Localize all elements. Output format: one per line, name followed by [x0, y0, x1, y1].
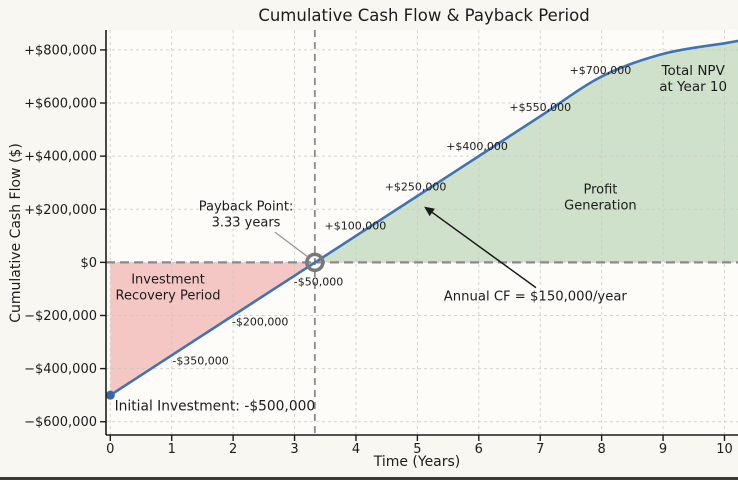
point-value-label: -$50,000: [294, 275, 343, 288]
annual-cf-label: Annual CF = $150,000/year: [444, 290, 628, 305]
gridlines: [106, 30, 738, 435]
point-value-label: -$200,000: [232, 315, 288, 328]
svg-text:3.33 years: 3.33 years: [212, 216, 281, 231]
svg-text:1: 1: [168, 442, 176, 457]
svg-text:−$600,000: −$600,000: [24, 415, 97, 430]
svg-text:0: 0: [106, 442, 114, 457]
annual-cf-label-arrow-line: [426, 208, 537, 289]
svg-text:6: 6: [475, 442, 483, 457]
cumulative-cash-flow-line: [109, 39, 738, 397]
point-value-label: +$100,000: [325, 220, 387, 233]
svg-text:8: 8: [598, 442, 606, 457]
axis-ticks: [100, 49, 726, 441]
svg-text:$0: $0: [80, 256, 97, 271]
bottom-edge-strip: [0, 477, 738, 480]
y-axis-label: Cumulative Cash Flow ($): [8, 143, 24, 323]
svg-text:−$200,000: −$200,000: [24, 309, 97, 324]
initial-investment-marker: [105, 390, 115, 400]
svg-text:+$800,000: +$800,000: [24, 43, 97, 58]
payback-point-marker: [305, 252, 325, 273]
svg-text:at Year 10: at Year 10: [659, 79, 727, 95]
svg-text:−$400,000: −$400,000: [24, 362, 97, 377]
svg-text:10: 10: [716, 442, 733, 457]
point-value-label: -$350,000: [172, 354, 228, 367]
chart-title: Cumulative Cash Flow & Payback Period: [258, 6, 589, 25]
svg-text:Recovery Period: Recovery Period: [116, 289, 221, 304]
svg-text:9: 9: [659, 442, 667, 457]
annual-cf-label-arrowhead: [424, 206, 435, 217]
point-value-label: +$400,000: [446, 140, 508, 153]
svg-text:4: 4: [352, 442, 360, 457]
svg-text:7: 7: [536, 442, 544, 457]
svg-text:+$400,000: +$400,000: [24, 150, 97, 165]
point-value-labels: -$350,000 -$200,000 -$50,000 +$100,000 +$250…: [172, 64, 631, 368]
svg-text:Generation: Generation: [564, 199, 637, 214]
svg-text:Profit: Profit: [583, 183, 617, 198]
svg-text:Investment: Investment: [131, 273, 205, 288]
profit-generation-fill: [314, 40, 738, 263]
svg-text:+$600,000: +$600,000: [24, 97, 97, 112]
svg-text:3: 3: [290, 442, 298, 457]
point-value-label: +$250,000: [385, 181, 447, 194]
svg-text:5: 5: [413, 442, 421, 457]
payback-point-label-connector: [274, 231, 309, 258]
svg-text:Payback Point:: Payback Point:: [199, 200, 294, 215]
point-value-label: +$550,000: [509, 101, 571, 114]
x-axis-label: Time (Years): [373, 454, 461, 470]
payback-point-label: Payback Point:3.33 years: [199, 200, 294, 231]
y-tick-labels: +$800,000 +$600,000 +$400,000 +$200,000 $0 −$…: [24, 43, 97, 430]
svg-text:Annual CF = $150,000/year: Annual CF = $150,000/year: [444, 290, 628, 305]
point-value-label: +$700,000: [570, 64, 632, 77]
svg-text:Initial Investment: -$500,000: Initial Investment: -$500,000: [115, 398, 316, 414]
x-tick-labels: 0 1 2 3 4 5 6 7 8 9 10: [106, 442, 733, 457]
initial-investment-label: Initial Investment: -$500,000: [115, 398, 316, 414]
svg-text:Total NPV: Total NPV: [661, 63, 726, 79]
svg-text:+$200,000: +$200,000: [24, 203, 97, 218]
svg-text:2: 2: [229, 442, 237, 457]
